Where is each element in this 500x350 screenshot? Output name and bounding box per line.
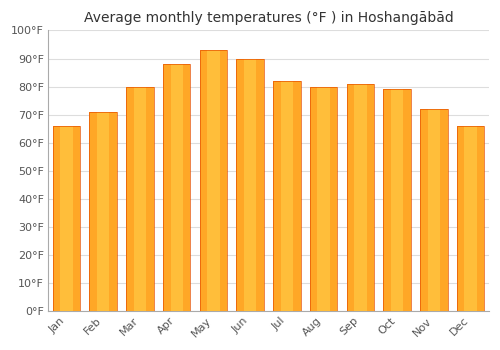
Bar: [420, 109, 448, 311]
Bar: [354, 84, 366, 311]
Bar: [134, 86, 146, 311]
Bar: [428, 109, 440, 311]
Bar: [60, 126, 72, 311]
Bar: [280, 81, 293, 311]
Bar: [52, 126, 80, 311]
Bar: [163, 64, 190, 311]
Bar: [126, 86, 154, 311]
Bar: [310, 86, 338, 311]
Bar: [244, 58, 256, 311]
Bar: [236, 58, 264, 311]
Bar: [200, 50, 227, 311]
Bar: [97, 112, 110, 311]
Bar: [391, 89, 404, 311]
Bar: [236, 58, 264, 311]
Bar: [464, 126, 476, 311]
Bar: [90, 112, 117, 311]
Bar: [420, 109, 448, 311]
Bar: [384, 89, 411, 311]
Bar: [384, 89, 411, 311]
Bar: [310, 86, 338, 311]
Bar: [318, 86, 330, 311]
Bar: [52, 126, 80, 311]
Bar: [126, 86, 154, 311]
Bar: [457, 126, 484, 311]
Bar: [346, 84, 374, 311]
Bar: [273, 81, 300, 311]
Bar: [200, 50, 227, 311]
Bar: [170, 64, 183, 311]
Title: Average monthly temperatures (°F ) in Hoshangābād: Average monthly temperatures (°F ) in Ho…: [84, 11, 454, 25]
Bar: [163, 64, 190, 311]
Bar: [346, 84, 374, 311]
Bar: [273, 81, 300, 311]
Bar: [457, 126, 484, 311]
Bar: [207, 50, 220, 311]
Bar: [90, 112, 117, 311]
